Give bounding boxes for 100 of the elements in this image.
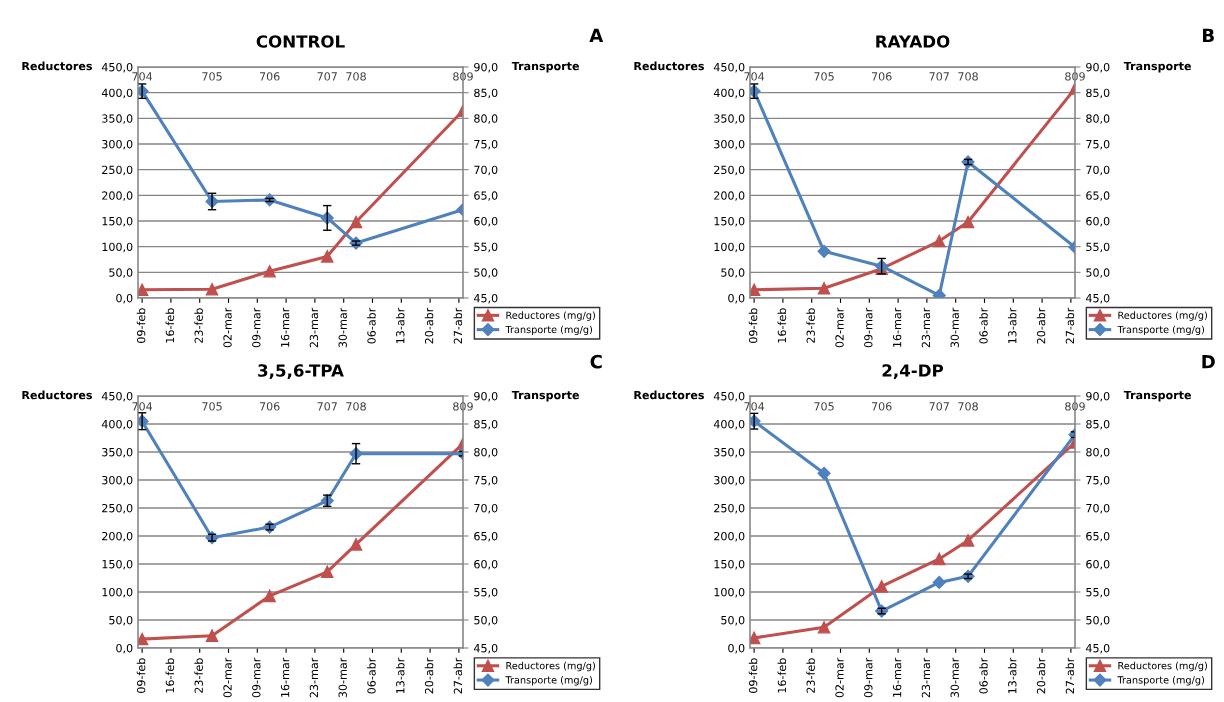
- x-tick-label: 16-feb: [165, 658, 175, 693]
- x-tick-label: 20-abr: [424, 657, 434, 694]
- annotation: 809: [453, 72, 473, 81]
- y2-tick-label: 75,0: [1086, 475, 1110, 486]
- annotation: 707: [929, 72, 949, 81]
- x-tick-label: 16-mar: [892, 307, 902, 347]
- y-tick-label: 450,0: [713, 62, 745, 73]
- point: [349, 215, 363, 229]
- y-tick-label: 50,0: [721, 268, 745, 278]
- y-tick-label: 400,0: [713, 419, 745, 430]
- y2-tick-label: 50,0: [1086, 268, 1110, 278]
- annotation: 704: [132, 402, 153, 411]
- y2-tick-label: 65,0: [1086, 531, 1110, 542]
- x-tick-label: 27-abr: [453, 307, 463, 344]
- x-tick-label: 27-abr: [1065, 657, 1075, 694]
- y2-tick-label: 50,0: [474, 268, 498, 278]
- y2-axis-title: Transporte: [511, 390, 579, 402]
- point: [932, 575, 946, 590]
- point: [961, 215, 975, 229]
- y2-tick-label: 70,0: [474, 503, 498, 514]
- text: C: [590, 354, 602, 369]
- y2-tick-label: 90,0: [474, 391, 498, 402]
- chart-title: CONTROL: [256, 35, 345, 48]
- legend-label: Reductores (mg/g): [1118, 311, 1207, 321]
- x-tick-label: 02-mar: [223, 657, 232, 698]
- x-tick-label: 13-abr: [1007, 657, 1017, 694]
- y-tick-label: 50,0: [721, 615, 745, 626]
- y2-tick-label: 80,0: [1086, 447, 1110, 458]
- x-tick-label: 30-mar: [950, 657, 959, 698]
- y2-tick-label: 60,0: [474, 559, 498, 570]
- y-tick-label: 350,0: [102, 114, 133, 124]
- y2-tick-label: 65,0: [474, 531, 498, 542]
- point: [817, 466, 831, 480]
- x-tick-label: 02-mar: [223, 307, 232, 348]
- annotation: 708: [958, 72, 978, 81]
- y2-tick-label: 55,0: [474, 242, 498, 253]
- y-tick-label: 300,0: [102, 475, 133, 486]
- y-tick-label: 0,0: [728, 643, 745, 654]
- y-tick-label: 400,0: [101, 88, 133, 99]
- x-tick-label: 09-feb: [748, 658, 758, 693]
- annotation: 706: [871, 402, 892, 411]
- x-tick-label: 23-feb: [806, 658, 815, 693]
- y2-tick-label: 50,0: [474, 615, 498, 626]
- y-tick-label: 100,0: [102, 587, 133, 598]
- x-tick-label: 23-mar: [309, 657, 319, 698]
- legend-label: Transporte (mg/g): [1117, 676, 1204, 686]
- y2-tick-label: 65,0: [1086, 191, 1110, 201]
- y-tick-label: 450,0: [713, 391, 745, 402]
- chart-title: RAYADO: [876, 35, 950, 48]
- y-tick-label: 0,0: [116, 643, 133, 654]
- y2-tick-label: 90,0: [474, 62, 498, 73]
- x-tick-label: 16-mar: [280, 307, 290, 347]
- annotation: 708: [346, 402, 366, 411]
- annotation: 704: [744, 402, 765, 411]
- x-tick-label: 09-feb: [748, 308, 758, 343]
- y-tick-label: 350,0: [102, 447, 133, 458]
- text: D: [1202, 355, 1215, 369]
- y2-tick-label: 45,0: [473, 293, 498, 304]
- x-tick-label: 23-feb: [806, 308, 815, 343]
- legend-label: Transporte (mg/g): [505, 325, 592, 336]
- legend-label: Transporte (mg/g): [1117, 325, 1204, 336]
- chart-title: 3,5,6-TPA: [258, 364, 344, 379]
- y2-tick-label: 80,0: [1086, 114, 1110, 124]
- y-tick-label: 100,0: [714, 587, 745, 598]
- point: [320, 565, 334, 579]
- y-tick-label: 350,0: [714, 447, 745, 458]
- y-tick-label: 0,0: [728, 293, 745, 304]
- x-tick-label: 20-abr: [424, 307, 434, 344]
- y-tick-label: 150,0: [714, 216, 745, 227]
- x-tick-label: 23-feb: [194, 308, 203, 343]
- y2-tick-label: 65,0: [474, 191, 498, 201]
- text: B: [1203, 28, 1214, 42]
- y-tick-label: 400,0: [101, 419, 133, 430]
- x-tick-label: 16-feb: [777, 308, 787, 343]
- y2-tick-label: 85,0: [1086, 88, 1110, 99]
- y2-tick-label: 80,0: [474, 114, 498, 124]
- y-tick-label: 300,0: [714, 475, 745, 486]
- point: [817, 621, 831, 634]
- annotation: 707: [929, 402, 949, 411]
- y2-tick-label: 55,0: [474, 587, 498, 598]
- y2-axis-title: Transporte: [511, 61, 579, 73]
- y2-axis-title: Transporte: [1123, 61, 1191, 73]
- y-tick-label: 400,0: [713, 88, 745, 99]
- annotation: 704: [132, 72, 153, 81]
- x-tick-label: 30-mar: [338, 307, 347, 348]
- y-tick-label: 200,0: [102, 191, 133, 201]
- y2-tick-label: 45,0: [473, 643, 498, 654]
- y-tick-label: 150,0: [102, 216, 133, 227]
- x-tick-label: 16-feb: [165, 308, 175, 343]
- y-tick-label: 300,0: [102, 139, 133, 150]
- point: [205, 283, 219, 296]
- x-tick-label: 27-abr: [1065, 307, 1075, 344]
- y2-tick-label: 55,0: [1086, 242, 1110, 253]
- x-tick-label: 13-abr: [395, 307, 405, 344]
- x-tick-label: 09-mar: [864, 307, 873, 348]
- annotation: 705: [814, 72, 834, 81]
- x-tick-label: 23-feb: [194, 658, 203, 693]
- x-tick-label: 02-mar: [835, 657, 844, 698]
- x-tick-label: 30-mar: [338, 657, 347, 698]
- x-tick-label: 06-abr: [367, 307, 376, 344]
